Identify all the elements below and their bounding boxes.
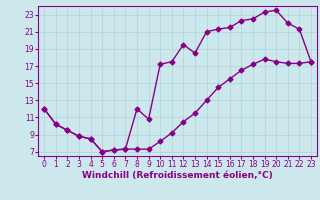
X-axis label: Windchill (Refroidissement éolien,°C): Windchill (Refroidissement éolien,°C)	[82, 171, 273, 180]
